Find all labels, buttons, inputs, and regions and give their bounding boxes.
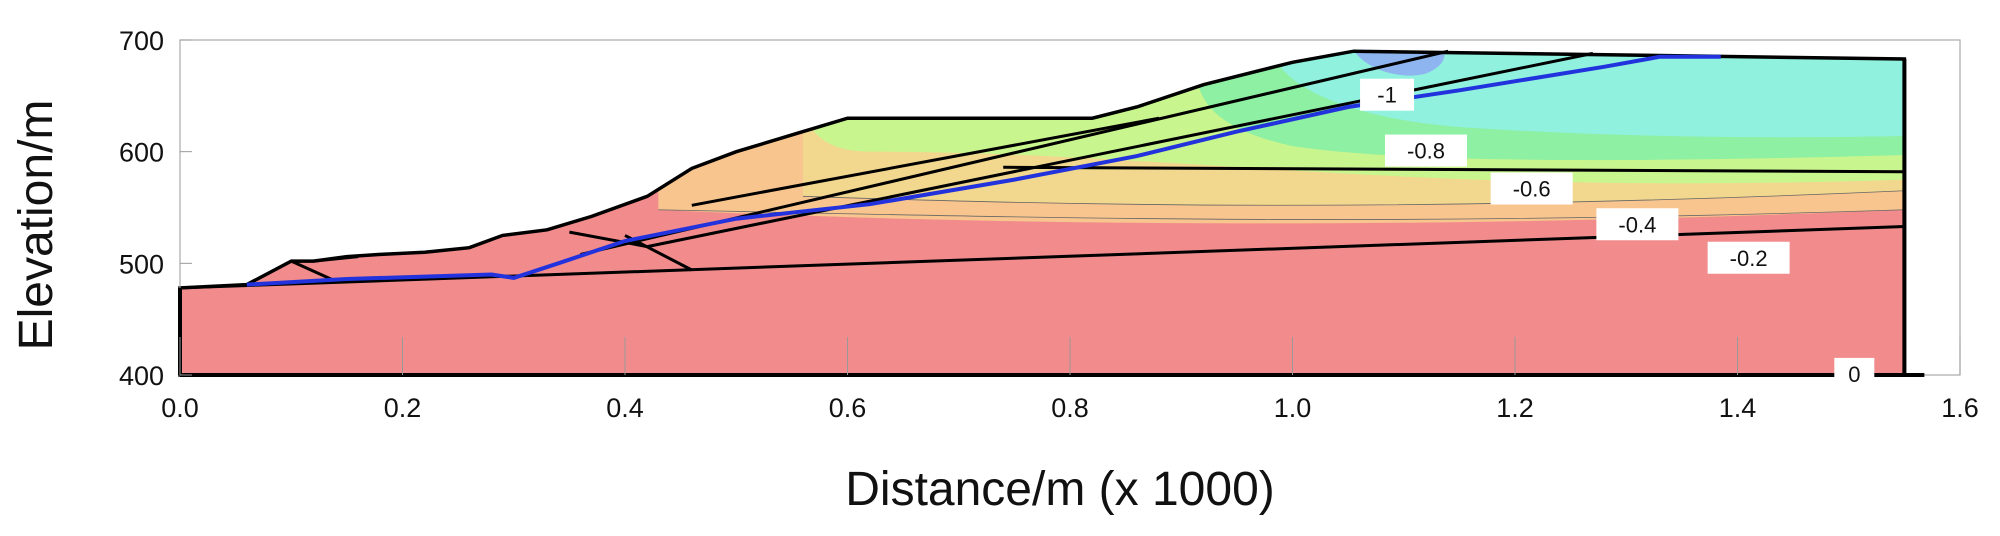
- contour-label: -0.2: [1730, 246, 1768, 271]
- contour-label-box: [1360, 78, 1415, 111]
- critical-slip-line: [246, 54, 1721, 287]
- x-tick-label: 1.0: [1274, 393, 1312, 423]
- contour-label-box: [1707, 241, 1790, 274]
- y-tick-label: 600: [119, 138, 164, 168]
- contour-label: -0.4: [1618, 212, 1656, 237]
- strata-lines: [178, 49, 1907, 377]
- stratum-line: [691, 116, 1160, 207]
- x-tick-label: 0.2: [384, 393, 422, 423]
- slip-surface: [246, 54, 1721, 287]
- axis-ticks: 0.0 0.2 0.4 0.6 0.8 1.0 1.2 1.4 1.6 400 500 600 700: [119, 26, 1979, 423]
- contour-line: [802, 190, 1905, 206]
- contour-labels: -1 -0.8 -0.6 -0.4 -0.2 0: [1360, 78, 1875, 390]
- contour-label: -1: [1377, 83, 1397, 108]
- contour-label: 0: [1848, 362, 1860, 387]
- contour-label-box: [1490, 172, 1573, 205]
- stratum-line: [313, 255, 359, 263]
- contour-label: -0.6: [1513, 177, 1551, 202]
- stratum-line: [646, 51, 1594, 249]
- x-tick-label: 1.2: [1496, 393, 1534, 423]
- y-tick-label: 500: [119, 249, 164, 279]
- x-tick-label: 1.6: [1941, 393, 1979, 423]
- x-tick-label: 0.4: [606, 393, 644, 423]
- x-tick-label: 0.6: [829, 393, 867, 423]
- contour-bands: [180, 51, 1905, 375]
- stratum-line: [290, 259, 337, 283]
- contour-label-box: [1385, 134, 1467, 167]
- band-core: [1348, 51, 1445, 76]
- contour-label-box: [1834, 357, 1875, 390]
- contour-line: [658, 209, 1905, 220]
- x-tick-label: 0.0: [161, 393, 199, 423]
- contour-label: -0.8: [1407, 139, 1445, 164]
- band-m1: [1270, 51, 1905, 138]
- y-axis-title: Elevation/m: [10, 100, 63, 351]
- x-axis-title: Distance/m (x 1000): [845, 463, 1275, 516]
- y-tick-label: 400: [119, 361, 164, 391]
- stratum-line: [1003, 165, 1905, 174]
- x-tick-label: 0.8: [1051, 393, 1089, 423]
- stratum-line: [569, 230, 648, 249]
- contour-label-box: [1596, 208, 1679, 241]
- x-tick-label: 1.4: [1719, 393, 1757, 423]
- y-tick-label: 700: [119, 26, 164, 56]
- stratum-line: [624, 234, 693, 272]
